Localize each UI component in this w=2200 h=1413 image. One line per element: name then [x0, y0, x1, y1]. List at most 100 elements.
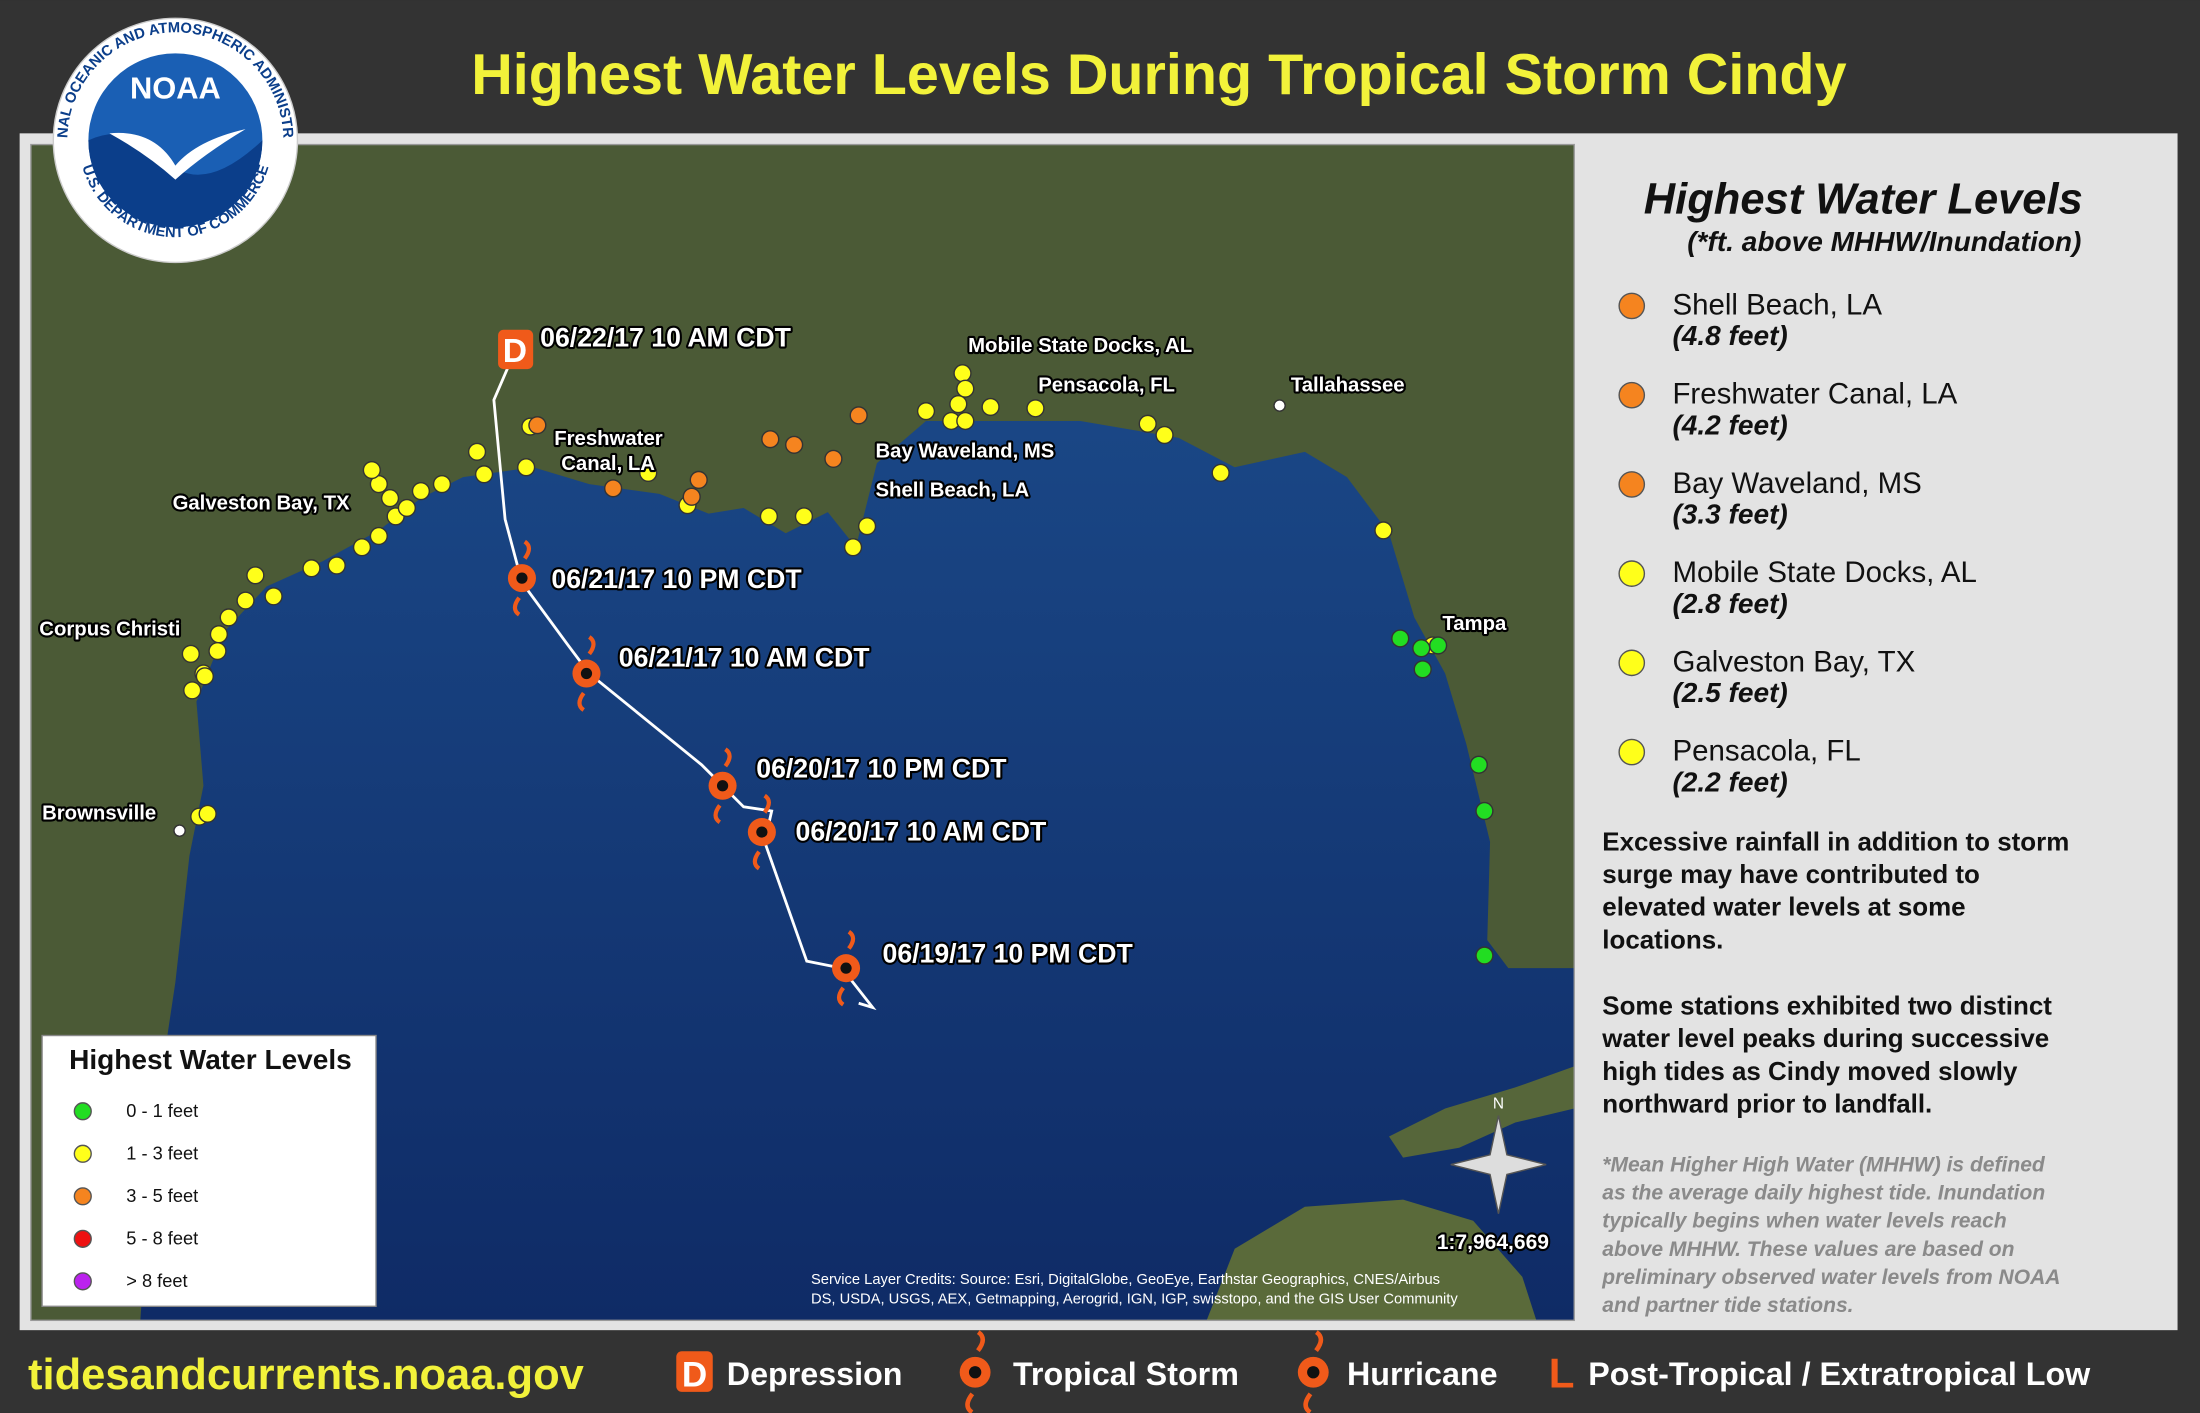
key-tropical-storm-icon-tail [965, 1392, 975, 1413]
map-credits: DS, USDA, USGS, AEX, Getmapping, Aerogri… [811, 1292, 1458, 1308]
track-label: 06/20/17 10 AM CDT [796, 816, 1047, 846]
storm-symbol-eye [716, 780, 729, 792]
panel-title: Highest Water Levels [1644, 175, 2083, 223]
key-hurricane-icon-eye [1307, 1366, 1320, 1379]
station-dot [682, 487, 701, 506]
place-label: Tallahassee [1291, 375, 1405, 397]
station-dot [183, 681, 202, 700]
station-dot [1138, 414, 1157, 433]
panel-station-level: (3.3 feet) [1672, 499, 1787, 530]
station-dot [1211, 463, 1230, 483]
cuba [1389, 1066, 1575, 1158]
station-dot [1475, 801, 1494, 821]
place-label: Mobile State Docks, AL [968, 335, 1192, 357]
panel-station-dot [1618, 649, 1646, 677]
station-dot [956, 411, 975, 431]
panel-station-level: (2.5 feet) [1672, 677, 1787, 708]
place-label: Freshwater [554, 428, 663, 450]
city-dot [1273, 399, 1286, 412]
station-dot [195, 667, 214, 686]
key-depression-letter: D [682, 1355, 707, 1394]
panel-note: locations. [1602, 926, 1723, 954]
station-dot [302, 559, 321, 578]
map-legend-title: Highest Water Levels [69, 1044, 352, 1075]
panel-note: elevated water levels at some [1602, 894, 1965, 922]
station-dot [604, 479, 623, 498]
station-dot [432, 474, 452, 494]
map-legend-box [41, 1034, 377, 1308]
map-legend-dot [73, 1229, 92, 1248]
station-dot [949, 395, 968, 414]
panel-note: water level peaks during successive [1601, 1025, 2049, 1053]
storm-symbol-tail [523, 539, 532, 560]
station-dot [467, 442, 487, 461]
storm-symbol-tail [762, 793, 771, 814]
panel-station-level: (4.8 feet) [1672, 320, 1787, 351]
station-dot [824, 449, 843, 468]
map-credits: Service Layer Credits: Source: Esri, Dig… [811, 1272, 1440, 1288]
station-dot [246, 566, 265, 585]
place-label: Galveston Bay, TX [173, 492, 350, 514]
storm-symbol-tail [512, 596, 521, 617]
station-dot [794, 507, 814, 526]
station-dot [1374, 521, 1393, 540]
key-tropical-storm-icon-tail [976, 1330, 986, 1353]
place-label: Corpus Christi [39, 619, 180, 641]
key-hurricane-icon-tail [1303, 1392, 1313, 1413]
station-dot [956, 379, 975, 398]
track-label: 06/22/17 10 AM CDT [540, 323, 791, 353]
storm-symbol-tail [723, 747, 732, 768]
station-dot [981, 397, 1000, 417]
key-label: Post-Tropical / Extratropical Low [1588, 1356, 2091, 1392]
station-dot [208, 641, 227, 661]
map-legend-label: 0 - 1 feet [126, 1100, 198, 1121]
station-dot [264, 587, 283, 606]
panel-station-name: Freshwater Canal, LA [1672, 378, 1957, 411]
panel-note: Some stations exhibited two distinct [1602, 992, 2052, 1020]
panel-note: surge may have contributed to [1602, 861, 1980, 889]
panel-footnote: as the average daily highest tide. Inund… [1602, 1182, 2045, 1205]
panel-station-dot [1618, 471, 1646, 498]
station-dot [369, 526, 388, 546]
station-dot [397, 498, 417, 518]
map-legend-label: 5 - 8 feet [126, 1227, 198, 1248]
title: Highest Water Levels During Tropical Sto… [471, 43, 1846, 107]
place-label: Canal, LA [561, 453, 655, 475]
track-label: 06/19/17 10 PM CDT [883, 939, 1133, 969]
station-dot [1475, 946, 1494, 965]
panel-subtitle: (*ft. above MHHW/Inundation) [1687, 226, 2081, 257]
map-legend-dot [73, 1102, 92, 1121]
station-dot [785, 435, 804, 454]
yucatan [1206, 1199, 1537, 1321]
panel-station-level: (2.2 feet) [1672, 766, 1787, 797]
map-scale: 1:7,964,669 [1437, 1231, 1549, 1254]
storm-symbol-eye [756, 826, 768, 838]
depression-symbol-letter: D [503, 333, 527, 370]
key-depression-icon [676, 1351, 713, 1392]
storm-symbol-eye [516, 572, 528, 584]
map-legend-dot [73, 1144, 92, 1163]
station-dot [528, 416, 547, 435]
station-dot [219, 608, 238, 627]
station-dot [689, 470, 708, 490]
panel-station-level: (2.8 feet) [1672, 588, 1787, 619]
place-label: Shell Beach, LA [876, 480, 1030, 502]
panel-station-dot [1618, 560, 1646, 587]
panel-note: Excessive rainfall in addition to storm [1602, 828, 2069, 856]
station-dot [953, 364, 972, 383]
place-label: Bay Waveland, MS [876, 440, 1055, 462]
logo-name: NOAA [130, 70, 221, 105]
map-legend-dot [73, 1272, 92, 1291]
map [30, 144, 1575, 1321]
station-dot [380, 489, 400, 508]
depression-symbol [498, 329, 534, 370]
key-tropical-storm-icon-eye [968, 1366, 982, 1379]
station-dot [1391, 629, 1410, 648]
panel-footnote: preliminary observed water levels from N… [1601, 1266, 2060, 1289]
station-dot [474, 465, 494, 484]
panel-station-level: (4.2 feet) [1672, 409, 1787, 440]
map-legend-label: 1 - 3 feet [126, 1142, 198, 1163]
station-dot [759, 507, 778, 526]
panel-note: northward prior to landfall. [1602, 1091, 1932, 1119]
